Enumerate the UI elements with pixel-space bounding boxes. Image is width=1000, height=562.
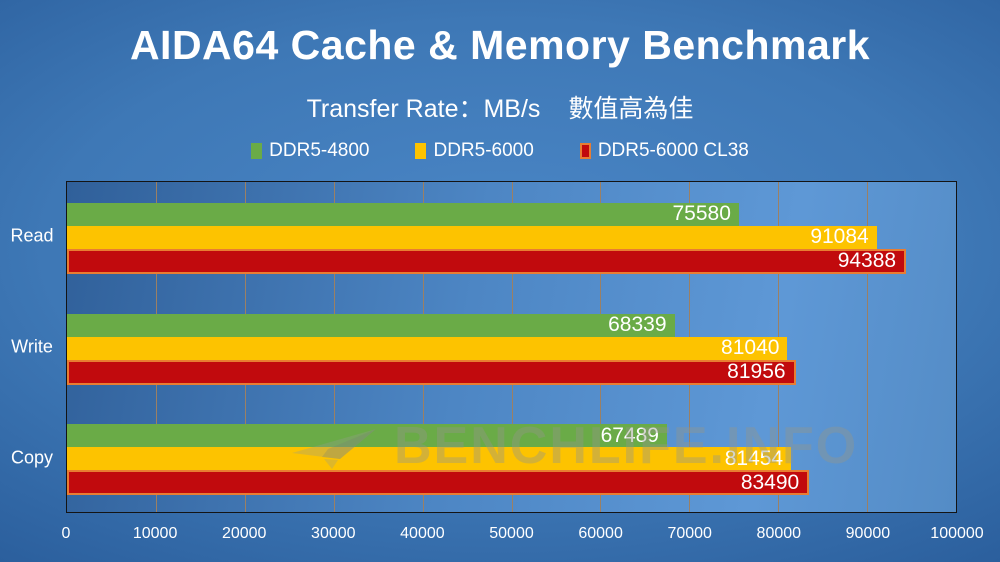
legend-item: DDR5-6000 xyxy=(415,140,534,162)
bar-read-ddr5-6000: 91084 xyxy=(67,225,877,249)
legend-item: DDR5-6000 CL38 xyxy=(579,140,749,162)
legend-swatch xyxy=(251,143,263,159)
bar-copy-ddr5-6000-cl38: 83490 xyxy=(67,470,810,496)
subtitle-note: 數值高為佳 xyxy=(568,95,694,123)
bar-copy-ddr5-6000: 81454 xyxy=(67,446,792,471)
gridline xyxy=(867,182,869,512)
legend-label: DDR5-4800 xyxy=(269,140,370,161)
bar-read-ddr5-4800: 75580 xyxy=(67,202,739,226)
legend: DDR5-4800 DDR5-6000 DDR5-6000 CL38 xyxy=(0,140,1000,162)
x-tick-label: 70000 xyxy=(667,525,712,542)
category-label-read: Read xyxy=(10,225,54,246)
bar-copy-ddr5-4800: 67489 xyxy=(67,423,667,448)
plot-area: 75580 91084 94388 68339 81040 81956 67489 81454… xyxy=(66,181,957,513)
x-tick-label: 50000 xyxy=(489,525,534,542)
bar-read-ddr5-6000-cl38: 94388 xyxy=(67,248,907,274)
category-labels: Read Write Copy xyxy=(0,181,64,513)
legend-item: DDR5-4800 xyxy=(251,140,369,162)
bar-write-ddr5-6000-cl38: 81956 xyxy=(67,359,796,385)
bar-write-ddr5-6000: 81040 xyxy=(67,336,788,360)
x-tick-label: 90000 xyxy=(845,525,891,542)
bar-value-label: 81956 xyxy=(727,360,786,383)
legend-label: DDR5-6000 CL38 xyxy=(597,140,749,161)
x-tick-label: 0 xyxy=(61,525,71,542)
bar-write-ddr5-4800: 68339 xyxy=(67,313,675,337)
bar-value-label: 68339 xyxy=(608,313,667,336)
x-tick-label: 30000 xyxy=(311,525,356,542)
x-tick-label: 10000 xyxy=(132,525,178,542)
x-tick-label: 60000 xyxy=(578,525,623,542)
category-label-write: Write xyxy=(11,336,53,357)
bar-value-label: 81454 xyxy=(724,446,784,470)
x-axis: 0 10000 20000 30000 40000 50000 60000 70000 8000… xyxy=(62,525,984,549)
category-label-copy: Copy xyxy=(10,447,54,468)
bar-value-label: 83490 xyxy=(740,470,800,494)
x-tick-label: 80000 xyxy=(756,525,802,542)
bar-value-label: 91084 xyxy=(810,225,869,249)
legend-swatch xyxy=(579,143,591,159)
bar-value-label: 67489 xyxy=(600,423,659,447)
bar-value-label: 81040 xyxy=(721,336,780,359)
bar-value-label: 94388 xyxy=(837,249,897,273)
x-tick-label: 100000 xyxy=(930,525,984,542)
chart-subtitle: Transfer Rate：MB/s 數值高為佳 xyxy=(0,89,1000,125)
x-tick-label: 40000 xyxy=(400,525,445,542)
bar-value-label: 75580 xyxy=(672,202,731,226)
x-tick-label: 20000 xyxy=(221,525,267,542)
subtitle-transfer-rate: Transfer Rate：MB/s xyxy=(306,95,541,123)
legend-label: DDR5-6000 xyxy=(433,140,534,161)
legend-swatch xyxy=(415,143,427,159)
chart-title: AIDA64 Cache & Memory Benchmark xyxy=(129,22,871,68)
